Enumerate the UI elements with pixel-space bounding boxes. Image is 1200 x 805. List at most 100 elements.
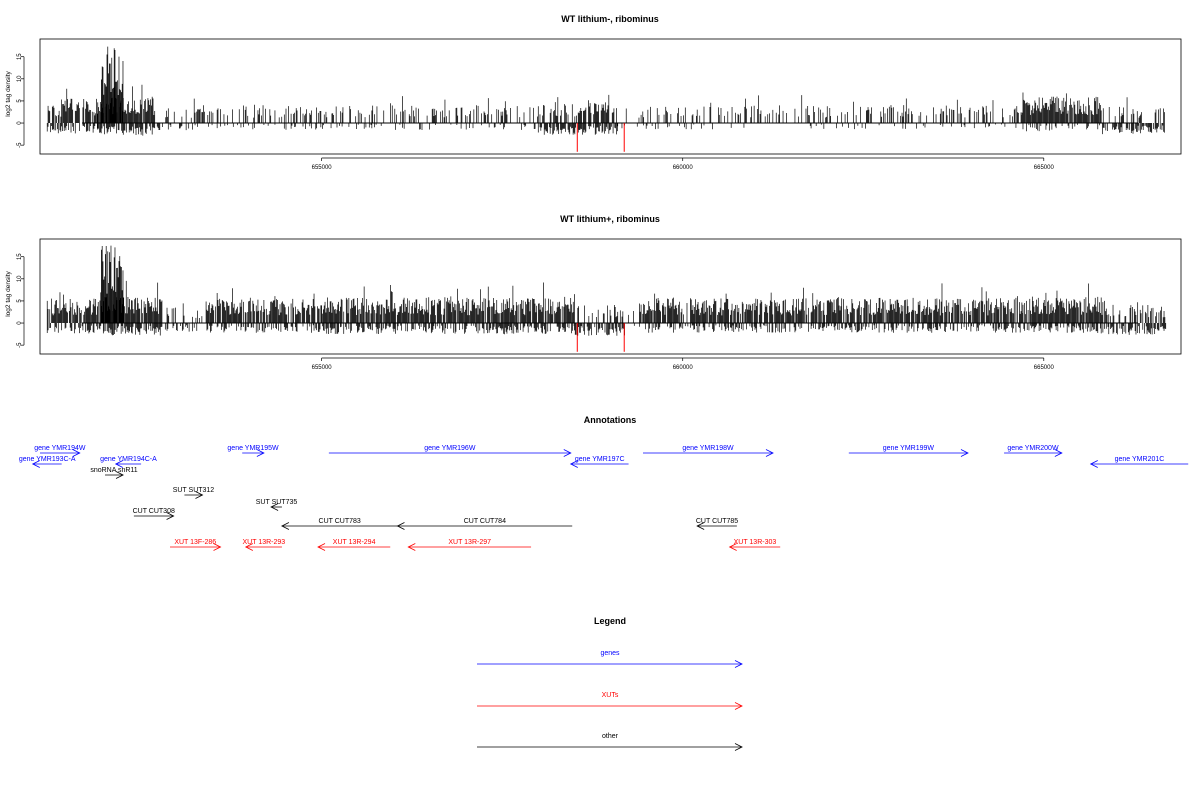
annotation-feature: CUT CUT308 bbox=[133, 508, 175, 520]
signal-bars-lithium-minus bbox=[46, 46, 1165, 152]
strand-arrowhead bbox=[960, 449, 969, 457]
feature-label: CUT CUT783 bbox=[319, 518, 361, 525]
annotation-feature: SUT SUT735 bbox=[256, 499, 298, 511]
coverage-bars bbox=[46, 245, 1167, 336]
coverage-bars bbox=[46, 46, 1165, 136]
annotation-feature: SUT SUT312 bbox=[173, 487, 215, 499]
y-tick-label: 10 bbox=[17, 275, 23, 282]
strand-arrowhead bbox=[244, 543, 253, 551]
track-title-lithium-minus: WT lithium-, ribominus bbox=[561, 14, 659, 24]
x-tick-label: 655000 bbox=[312, 365, 333, 371]
track-title-lithium-plus: WT lithium+, ribominus bbox=[560, 214, 660, 224]
feature-label: gene YMR199W bbox=[883, 445, 935, 452]
feature-label: SUT SUT735 bbox=[256, 499, 298, 506]
strand-arrowhead bbox=[281, 522, 290, 530]
feature-label: gene YMR196W bbox=[424, 445, 476, 452]
x-axis-lithium-minus: 655000 660000 665000 bbox=[312, 157, 1055, 171]
annotation-feature: CUT CUT783 bbox=[281, 518, 398, 530]
y-tick-label: -5 bbox=[17, 142, 23, 148]
legend-label: genes bbox=[600, 650, 620, 657]
annotations-title: Annotations bbox=[584, 415, 637, 425]
feature-label: XUT 13R-303 bbox=[734, 539, 777, 546]
strand-arrowhead bbox=[696, 522, 705, 530]
legend-entries: genes XUTs other bbox=[477, 650, 743, 751]
strand-arrowhead bbox=[765, 449, 774, 457]
y-axis-lithium-plus: -5 0 5 10 15 bbox=[17, 253, 25, 348]
annotation-feature: gene YMR200W bbox=[1004, 445, 1063, 457]
annotation-feature: gene YMR201C bbox=[1089, 456, 1189, 468]
annotation-feature: gene YMR195W bbox=[227, 445, 279, 457]
strand-arrowhead bbox=[1054, 449, 1063, 457]
feature-label: XUT 13R-294 bbox=[333, 539, 376, 546]
strand-arrowhead bbox=[72, 449, 81, 457]
strand-arrowhead bbox=[114, 460, 124, 468]
strand-arrowhead bbox=[728, 543, 737, 551]
legend: Legend genes XUTs other bbox=[477, 616, 743, 751]
feature-label: gene YMR198W bbox=[682, 445, 734, 452]
annotation-feature: snoRNA snR11 bbox=[90, 467, 138, 479]
feature-label: gene YMR201C bbox=[1115, 456, 1165, 463]
x-tick-label: 665000 bbox=[1034, 365, 1055, 371]
legend-arrowhead bbox=[734, 743, 743, 751]
strand-arrowhead bbox=[213, 543, 222, 551]
y-tick-label: 15 bbox=[17, 253, 23, 260]
y-tick-label: 0 bbox=[17, 121, 23, 125]
y-tick-label: 5 bbox=[17, 99, 23, 103]
feature-label: XUT 13R-293 bbox=[243, 539, 286, 546]
annotation-feature: gene YMR197C bbox=[569, 456, 629, 468]
feature-label: gene YMR194W bbox=[34, 445, 86, 452]
strand-arrowhead bbox=[166, 512, 175, 520]
y-axis-label-lithium-minus: log2 tag density bbox=[5, 70, 12, 116]
y-tick-label: 0 bbox=[17, 321, 23, 325]
y-tick-label: 10 bbox=[17, 75, 23, 82]
y-tick-label: 15 bbox=[17, 53, 23, 60]
strand-arrowhead bbox=[407, 543, 416, 551]
annotation-feature: gene YMR194C-A bbox=[100, 456, 157, 468]
feature-label: gene YMR193C-A bbox=[19, 456, 76, 463]
strand-arrowhead bbox=[270, 503, 279, 511]
signal-bars-lithium-plus bbox=[46, 245, 1167, 352]
plot-frame-lithium-plus bbox=[39, 238, 1182, 355]
legend-arrowhead bbox=[734, 660, 743, 668]
strand-arrowhead bbox=[256, 449, 265, 457]
strand-arrowhead bbox=[195, 491, 204, 499]
feature-label: gene YMR197C bbox=[575, 456, 625, 463]
annotation-feature: XUT 13R-294 bbox=[317, 539, 391, 551]
track-panel-lithium-minus: WT lithium-, ribominus log2 tag density … bbox=[5, 14, 1182, 171]
legend-title: Legend bbox=[594, 616, 626, 626]
track-panel-lithium-plus: WT lithium+, ribominus log2 tag density … bbox=[5, 214, 1182, 371]
feature-label: CUT CUT785 bbox=[696, 518, 738, 525]
x-tick-label: 655000 bbox=[312, 165, 333, 171]
strand-arrowhead bbox=[115, 471, 124, 479]
feature-label: XUT 13F-286 bbox=[174, 539, 216, 546]
x-tick-label: 660000 bbox=[673, 365, 694, 371]
strand-arrowhead bbox=[569, 460, 578, 468]
strand-arrowhead bbox=[317, 543, 326, 551]
annotation-feature: CUT CUT784 bbox=[396, 518, 573, 530]
annotation-feature: XUT 13R-297 bbox=[407, 539, 532, 551]
strand-arrowhead bbox=[1089, 460, 1098, 468]
strand-arrowhead bbox=[396, 522, 405, 530]
legend-entry: genes bbox=[477, 650, 743, 668]
y-axis-label-lithium-plus: log2 tag density bbox=[5, 270, 12, 316]
legend-arrowhead bbox=[734, 702, 743, 710]
legend-label: XUTs bbox=[602, 692, 619, 699]
strand-arrowhead bbox=[31, 460, 40, 468]
x-axis-lithium-plus: 655000 660000 665000 bbox=[312, 357, 1055, 371]
feature-label: snoRNA snR11 bbox=[90, 467, 137, 474]
x-tick-label: 665000 bbox=[1034, 165, 1055, 171]
annotation-feature: gene YMR193C-A bbox=[19, 456, 76, 468]
feature-label: CUT CUT308 bbox=[133, 508, 175, 515]
feature-label: gene YMR194C-A bbox=[100, 456, 157, 463]
annotation-feature: gene YMR196W bbox=[328, 445, 572, 457]
strand-arrowhead bbox=[563, 449, 572, 457]
legend-label: other bbox=[602, 733, 619, 740]
y-tick-label: 5 bbox=[17, 299, 23, 303]
annotation-feature: gene YMR199W bbox=[848, 445, 969, 457]
feature-label: XUT 13R-297 bbox=[448, 539, 491, 546]
feature-label: SUT SUT312 bbox=[173, 487, 215, 494]
plot-frame-lithium-minus bbox=[39, 38, 1182, 155]
annotation-feature: XUT 13R-303 bbox=[728, 539, 781, 551]
